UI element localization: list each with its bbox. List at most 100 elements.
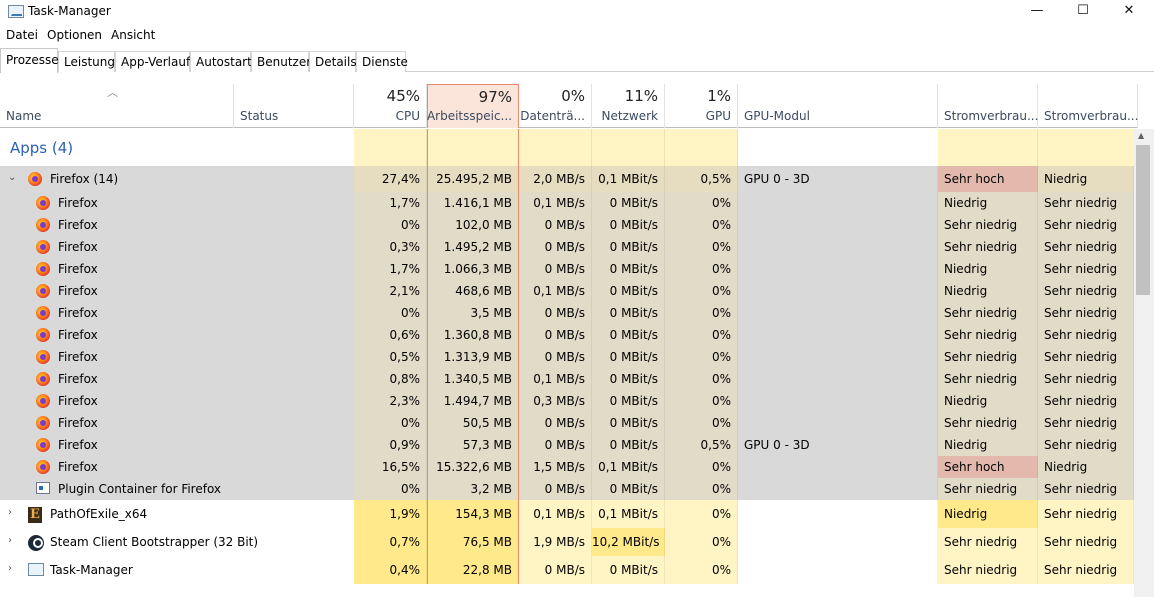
- process-row[interactable]: Firefox 2,1% 468,6 MB 0,1 MB/s 0 MBit/s 0% Nie…: [0, 280, 1134, 302]
- power-usage-cell: Sehr niedrig: [938, 368, 1038, 390]
- column-status[interactable]: Status: [234, 84, 354, 128]
- cpu-cell: 2,1%: [354, 280, 427, 302]
- gpu-cell: 0%: [665, 214, 738, 236]
- gpu-total: 1%: [707, 87, 731, 105]
- app-row[interactable]: › Task-Manager 0,4% 22,8 MB 0 MB/s 0 MBit/s 0%…: [0, 556, 1134, 584]
- collapse-chevron-icon[interactable]: ⌄: [8, 172, 17, 183]
- memory-cell: 3,2 MB: [427, 478, 519, 500]
- gpu-module-cell: [738, 236, 938, 258]
- scrollbar-thumb[interactable]: [1136, 145, 1150, 295]
- gpu-cell: 0%: [665, 368, 738, 390]
- tab-dienste[interactable]: Dienste: [356, 51, 408, 72]
- column-memory[interactable]: 97% Arbeitsspeic...: [427, 84, 519, 128]
- column-memory-label: Arbeitsspeic...: [426, 109, 512, 123]
- tab-leistung[interactable]: Leistung: [58, 51, 115, 72]
- memory-cell: 1.416,1 MB: [427, 192, 519, 214]
- tab-autostart[interactable]: Autostart: [190, 51, 252, 72]
- power-trend-cell: Sehr niedrig: [1038, 280, 1134, 302]
- power-trend-cell: Niedrig: [1038, 166, 1134, 192]
- process-row[interactable]: Firefox 2,3% 1.494,7 MB 0,3 MB/s 0 MBit/s 0% N…: [0, 390, 1134, 412]
- process-name: Plugin Container for Firefox: [58, 482, 222, 496]
- gpu-cell: 0%: [665, 236, 738, 258]
- process-group-row[interactable]: ⌄ Firefox (14) 27,4% 25.495,2 MB 2,0 MB/s 0,1…: [0, 166, 1134, 192]
- expand-chevron-icon[interactable]: ›: [8, 535, 12, 546]
- power-trend-cell: Sehr niedrig: [1038, 434, 1134, 456]
- process-row[interactable]: Firefox 0,3% 1.495,2 MB 0 MB/s 0 MBit/s 0% Seh…: [0, 236, 1134, 258]
- gpu-module-cell: [738, 368, 938, 390]
- gpu-cell: 0%: [665, 556, 738, 584]
- menu-ansicht[interactable]: Ansicht: [111, 28, 156, 42]
- process-row[interactable]: Firefox 0,8% 1.340,5 MB 0,1 MB/s 0 MBit/s 0% S…: [0, 368, 1134, 390]
- close-button[interactable]: ✕: [1123, 3, 1135, 18]
- cpu-cell: 0%: [354, 302, 427, 324]
- process-row[interactable]: Firefox 16,5% 15.322,6 MB 1,5 MB/s 0,1 MBit/…: [0, 456, 1134, 478]
- column-gpu[interactable]: 1% GPU: [665, 84, 738, 128]
- column-power-usage[interactable]: Stromverbrau...: [938, 84, 1038, 128]
- power-usage-cell: Niedrig: [938, 258, 1038, 280]
- steam-icon: [28, 535, 44, 551]
- process-row[interactable]: Firefox 0% 3,5 MB 0 MB/s 0 MBit/s 0% Sehr nied…: [0, 302, 1134, 324]
- column-cpu[interactable]: 45% CPU: [354, 84, 427, 128]
- column-gpu-label: GPU: [705, 109, 731, 123]
- disk-cell: 0,1 MB/s: [519, 192, 592, 214]
- firefox-icon: [36, 416, 50, 430]
- column-gpu-module[interactable]: GPU-Modul: [738, 84, 938, 128]
- process-row[interactable]: Firefox 0,5% 1.313,9 MB 0 MB/s 0 MBit/s 0% Seh…: [0, 346, 1134, 368]
- cpu-total: 45%: [386, 87, 420, 105]
- column-name[interactable]: ︿ Name: [0, 84, 234, 128]
- minimize-button[interactable]: —: [1030, 3, 1044, 18]
- process-row[interactable]: Firefox 0,9% 57,3 MB 0 MB/s 0 MBit/s 0,5% GPU …: [0, 434, 1134, 456]
- power-usage-cell: Niedrig: [938, 434, 1038, 456]
- cpu-cell: 0%: [354, 412, 427, 434]
- memory-cell: 1.495,2 MB: [427, 236, 519, 258]
- process-name: Firefox: [58, 262, 98, 276]
- app-row[interactable]: › E PathOfExile_x64 1,9% 154,3 MB 0,1 MB/s 0,1…: [0, 500, 1134, 528]
- gpu-cell: 0%: [665, 280, 738, 302]
- tab-app-verlauf[interactable]: App-Verlauf: [115, 51, 190, 72]
- process-row[interactable]: Plugin Container for Firefox 0% 3,2 MB 0 MB…: [0, 478, 1134, 500]
- network-cell: 0 MBit/s: [592, 478, 665, 500]
- column-disk[interactable]: 0% Datenträ...: [519, 84, 592, 128]
- process-name: Firefox: [58, 328, 98, 342]
- menu-datei[interactable]: Datei: [6, 28, 39, 42]
- memory-cell: 1.340,5 MB: [427, 368, 519, 390]
- column-gpu-module-label: GPU-Modul: [744, 109, 810, 123]
- power-usage-cell: Sehr niedrig: [938, 324, 1038, 346]
- power-trend-cell: Sehr niedrig: [1038, 412, 1134, 434]
- tab-prozesse[interactable]: Prozesse: [0, 48, 59, 73]
- power-usage-cell: Sehr hoch: [938, 456, 1038, 478]
- process-row[interactable]: Firefox 0,6% 1.360,8 MB 0 MB/s 0 MBit/s 0% Seh…: [0, 324, 1134, 346]
- gpu-module-cell: [738, 528, 938, 556]
- column-power-trend[interactable]: Stromverbrau...: [1038, 84, 1138, 128]
- memory-cell: 50,5 MB: [427, 412, 519, 434]
- power-trend-cell: Sehr niedrig: [1038, 236, 1134, 258]
- disk-cell: 0 MB/s: [519, 214, 592, 236]
- disk-cell: 0 MB/s: [519, 478, 592, 500]
- maximize-button[interactable]: ☐: [1077, 3, 1089, 18]
- firefox-icon: [36, 328, 50, 342]
- vertical-scrollbar[interactable]: ▲: [1134, 129, 1154, 597]
- expand-chevron-icon[interactable]: ›: [8, 507, 12, 518]
- network-cell: 0 MBit/s: [592, 258, 665, 280]
- column-network[interactable]: 11% Netzwerk: [592, 84, 665, 128]
- power-usage-cell: Sehr niedrig: [938, 556, 1038, 584]
- process-row[interactable]: Firefox 0% 102,0 MB 0 MB/s 0 MBit/s 0% Sehr ni…: [0, 214, 1134, 236]
- gpu-cell: 0%: [665, 456, 738, 478]
- expand-chevron-icon[interactable]: ›: [8, 563, 12, 574]
- process-row[interactable]: Firefox 1,7% 1.066,3 MB 0 MB/s 0 MBit/s 0% Nie…: [0, 258, 1134, 280]
- scroll-up-icon[interactable]: ▲: [1138, 131, 1145, 140]
- process-row[interactable]: Firefox 0% 50,5 MB 0 MB/s 0 MBit/s 0% Sehr nie…: [0, 412, 1134, 434]
- tab-benutzer[interactable]: Benutzer: [251, 51, 311, 72]
- tab-details[interactable]: Details: [309, 51, 357, 72]
- menu-optionen[interactable]: Optionen: [47, 28, 103, 42]
- gpu-module-cell: [738, 302, 938, 324]
- process-name: Firefox: [58, 196, 98, 210]
- column-status-label: Status: [240, 109, 279, 123]
- cpu-cell: 0,4%: [354, 556, 427, 584]
- memory-cell: 76,5 MB: [427, 528, 519, 556]
- power-trend-cell: Sehr niedrig: [1038, 214, 1134, 236]
- app-row[interactable]: › Steam Client Bootstrapper (32 Bit) 0,7% 7…: [0, 528, 1134, 556]
- gpu-cell: 0,5%: [665, 166, 738, 192]
- gpu-module-cell: [738, 390, 938, 412]
- process-row[interactable]: Firefox 1,7% 1.416,1 MB 0,1 MB/s 0 MBit/s 0% N…: [0, 192, 1134, 214]
